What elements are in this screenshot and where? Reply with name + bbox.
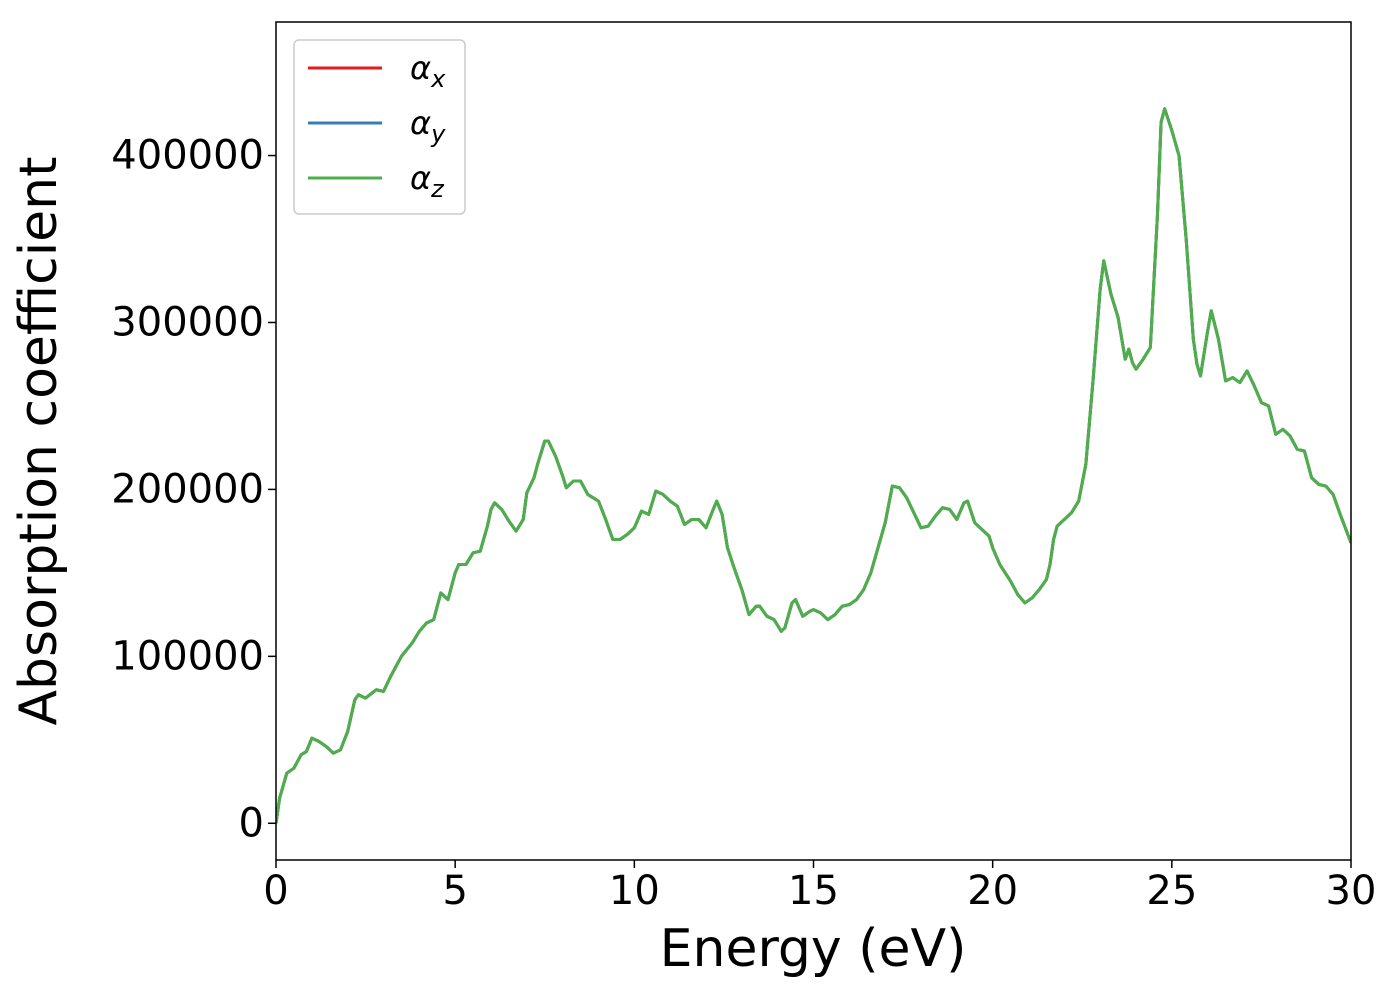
x-tick-label: 20: [967, 868, 1018, 914]
data-line: [276, 107, 1351, 824]
y-tick-label: 300000: [111, 299, 264, 345]
data-line: [276, 107, 1351, 824]
x-tick-label: 15: [788, 868, 839, 914]
x-tick-label: 5: [442, 868, 467, 914]
y-tick-label: 100000: [111, 633, 264, 679]
x-axis-label: Energy (eV): [660, 919, 967, 979]
legend-text: αy: [410, 104, 446, 148]
x-tick-label: 30: [1326, 868, 1377, 914]
x-tick-label: 10: [609, 868, 660, 914]
legend-box: [293, 39, 466, 215]
legend-text: αx: [410, 49, 446, 93]
y-axis-label: Absorption coefficient: [9, 156, 69, 725]
legend-text: αz: [410, 159, 445, 203]
data-line: [276, 107, 1351, 824]
y-tick-label: 200000: [111, 466, 264, 512]
y-tick-label: 0: [239, 800, 264, 846]
y-tick-label: 400000: [111, 133, 264, 179]
x-tick-label: 0: [263, 868, 288, 914]
plot-frame: [275, 21, 1352, 861]
x-tick-label: 25: [1146, 868, 1197, 914]
